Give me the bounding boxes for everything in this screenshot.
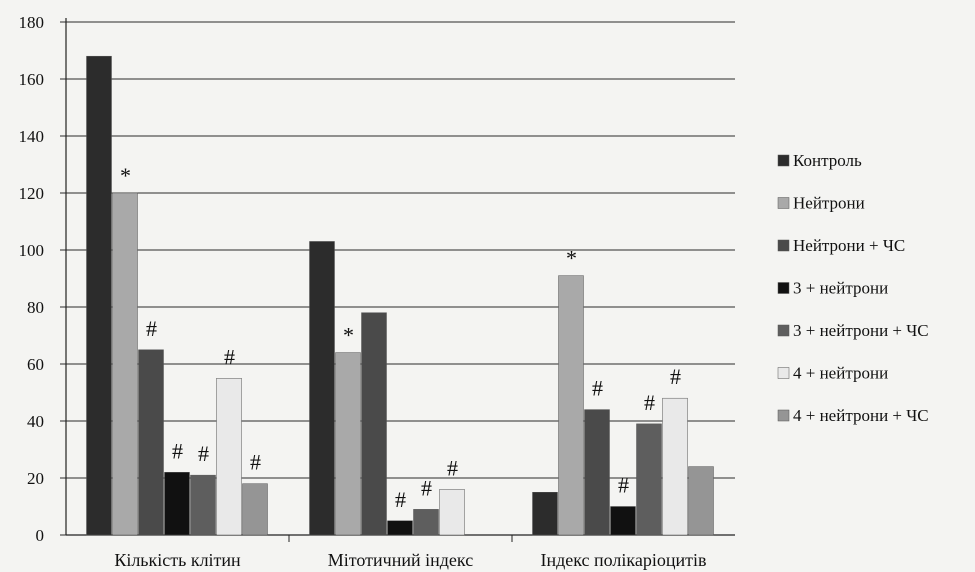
grid-lines xyxy=(66,21,735,479)
bar xyxy=(361,312,387,536)
marker-label: # xyxy=(224,344,235,369)
y-tick-label: 20 xyxy=(27,469,44,488)
marker-label: # xyxy=(172,438,183,463)
bar xyxy=(532,492,558,536)
bar xyxy=(662,397,688,536)
category-label: Мітотичний індекс xyxy=(328,550,473,570)
legend-label: Нейтрони xyxy=(793,194,865,213)
bar xyxy=(439,489,465,536)
y-tick-label: 100 xyxy=(19,241,45,260)
significance-markers: * # # # # # * # # # * # # # # xyxy=(120,163,681,512)
bar xyxy=(242,483,268,536)
legend-label: 3 + нейтрони xyxy=(793,279,888,298)
marker-label: # xyxy=(670,364,681,389)
marker-label: # xyxy=(395,487,406,512)
marker-label: # xyxy=(592,376,603,401)
bar xyxy=(164,472,190,536)
bar xyxy=(387,520,413,536)
legend: Контроль Нейтрони Нейтрони + ЧС 3 + нейтрон… xyxy=(777,151,929,425)
y-tick-label: 140 xyxy=(19,127,45,146)
bar xyxy=(190,474,216,536)
marker-label: * xyxy=(120,163,131,188)
bar xyxy=(216,378,242,536)
bar xyxy=(636,423,662,536)
marker-label: # xyxy=(146,316,157,341)
y-tick-label: 120 xyxy=(19,184,45,203)
legend-label: 3 + нейтрони + ЧС xyxy=(793,321,929,340)
legend-label: 4 + нейтрони xyxy=(793,364,888,383)
y-tick-label: 0 xyxy=(36,526,45,545)
legend-swatch xyxy=(777,154,790,167)
legend-label: Контроль xyxy=(793,151,862,170)
bar-series xyxy=(86,55,714,536)
y-tick-label: 160 xyxy=(19,70,45,89)
marker-label: # xyxy=(644,390,655,415)
bar xyxy=(335,352,361,536)
bar xyxy=(112,192,138,536)
bar xyxy=(413,509,439,536)
bar xyxy=(584,409,610,536)
y-tick-labels: 0 20 40 60 80 100 120 140 160 180 xyxy=(19,13,45,545)
marker-label: # xyxy=(250,450,261,475)
legend-swatch xyxy=(777,282,790,294)
bar xyxy=(86,55,112,536)
marker-label: * xyxy=(343,323,354,348)
legend-label: Нейтрони + ЧС xyxy=(793,236,905,255)
bar xyxy=(309,241,335,536)
legend-swatch xyxy=(777,239,790,252)
marker-label: # xyxy=(421,475,432,500)
marker-label: # xyxy=(447,455,458,480)
bar xyxy=(610,506,636,536)
legend-swatch xyxy=(777,409,790,422)
y-tick-label: 60 xyxy=(27,355,44,374)
legend-swatch xyxy=(777,324,790,337)
category-label: Індекс полікаріоцитів xyxy=(540,550,706,570)
legend-swatch xyxy=(777,367,790,379)
category-labels: Кількість клітин Мітотичний індекс Індекс … xyxy=(114,550,706,570)
legend-swatch xyxy=(777,197,790,209)
y-tick-label: 40 xyxy=(27,412,44,431)
bar xyxy=(138,349,164,536)
bar xyxy=(688,466,714,536)
y-tick-label: 180 xyxy=(19,13,45,32)
marker-label: # xyxy=(198,441,209,466)
marker-label: # xyxy=(618,473,629,498)
marker-label: * xyxy=(566,246,577,271)
y-tick-label: 80 xyxy=(27,298,44,317)
category-label: Кількість клітин xyxy=(114,550,241,570)
legend-label: 4 + нейтрони + ЧС xyxy=(793,406,929,425)
bar xyxy=(558,275,584,536)
